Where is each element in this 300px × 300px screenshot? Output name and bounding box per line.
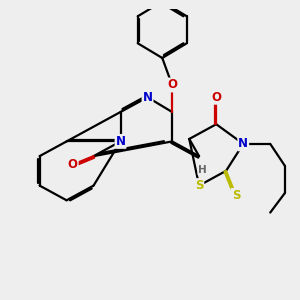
Text: H: H xyxy=(198,165,207,175)
Text: O: O xyxy=(167,79,177,92)
Text: S: S xyxy=(232,189,240,202)
Text: N: N xyxy=(116,135,126,148)
Text: N: N xyxy=(142,91,152,104)
Text: O: O xyxy=(68,158,78,171)
Text: O: O xyxy=(211,91,221,104)
Text: N: N xyxy=(238,137,248,150)
Text: S: S xyxy=(195,179,203,192)
